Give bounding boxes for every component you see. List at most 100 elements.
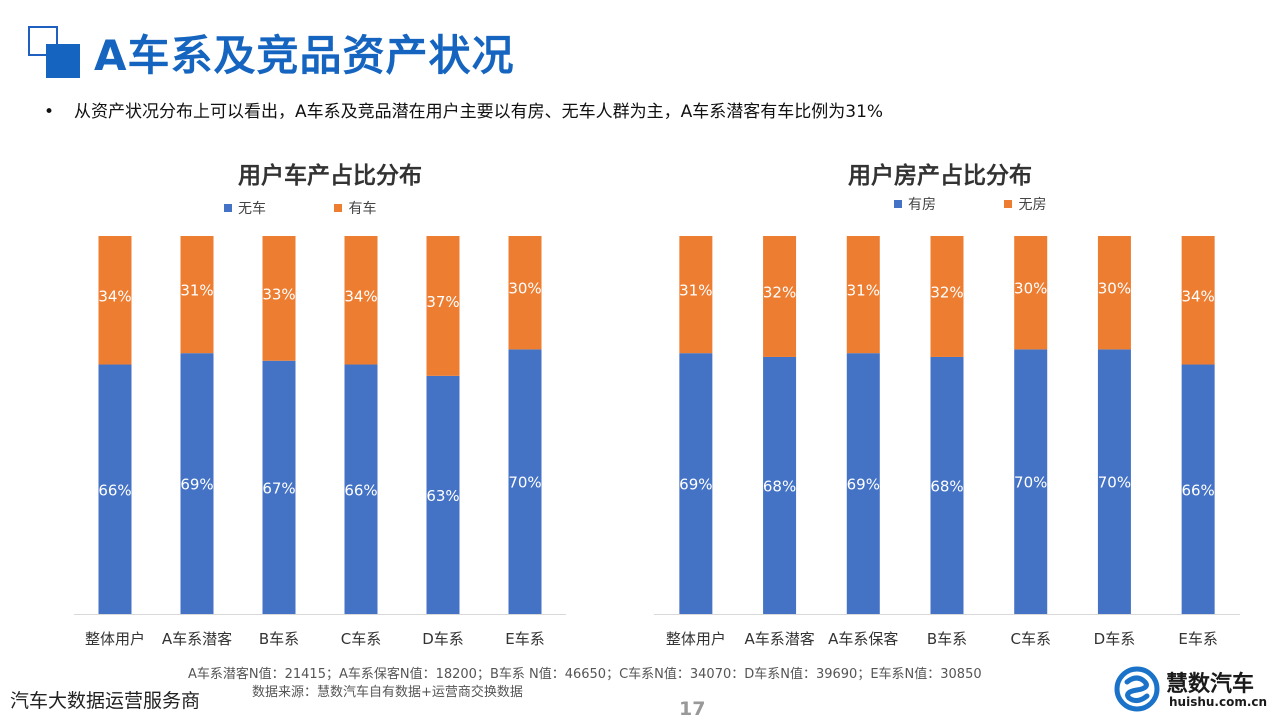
bar-segment: [426, 375, 460, 614]
logo-url: huishu.com.cn: [1169, 695, 1268, 709]
legend-item-has-house: 有房: [894, 194, 936, 214]
legend-swatch-orange: [334, 204, 343, 212]
bar-segment: [262, 236, 296, 361]
data-source-note: 数据来源：慧数汽车自有数据+运营商交换数据: [252, 685, 523, 700]
category-tick-label: A车系保客: [828, 630, 898, 648]
legend-label-no-house: 无房: [1018, 197, 1047, 213]
car-ownership-chart: 用户车产占比分布 无车 有车 66% 34% 整体用户 69% 31% A车系潜客 67% 3…: [60, 150, 600, 660]
bar-data-label: 37%: [426, 293, 459, 311]
bar-data-label: 68%: [763, 477, 796, 495]
category-tick-label: 整体用户: [666, 630, 726, 648]
legend-label-has-car: 有车: [348, 201, 377, 217]
car-chart-plot: 66% 34% 整体用户 69% 31% A车系潜客 67% 33% B车系 66% 34% C车系 6…: [74, 236, 566, 648]
category-tick-label: C车系: [1010, 630, 1050, 648]
category-tick-label: D车系: [422, 630, 464, 648]
legend-label-has-house: 有房: [908, 197, 936, 213]
bar-segment: [180, 353, 214, 614]
bar-data-label: 67%: [262, 479, 295, 497]
house-ownership-chart: 用户房产占比分布 有房 无房 69% 31% 整体用户 68% 32% A车系潜客 69% 3…: [640, 150, 1240, 660]
bar-segment: [180, 236, 214, 354]
car-chart-title: 用户车产占比分布: [238, 163, 422, 189]
car-chart-legend: 无车 有车: [224, 198, 440, 218]
bar-segment: [1181, 364, 1215, 614]
bar-data-label: 70%: [508, 474, 541, 492]
legend-item-has-car: 有车: [334, 198, 376, 218]
bar-data-label: 30%: [1014, 280, 1047, 298]
bar-data-label: 34%: [98, 287, 131, 305]
category-tick-label: D车系: [1094, 630, 1136, 648]
sample-size-note: A车系潜客N值：21415；A车系保客N值：18200；B车系 N值：46650…: [188, 667, 982, 682]
bar-data-label: 34%: [1181, 287, 1214, 305]
legend-swatch-blue: [224, 204, 232, 212]
bar-data-label: 68%: [930, 477, 963, 495]
bar-data-label: 31%: [847, 282, 880, 300]
bar-data-label: 31%: [180, 282, 213, 300]
bar-segment: [846, 353, 880, 614]
bar-data-label: 30%: [1098, 280, 1131, 298]
bar-data-label: 33%: [262, 285, 295, 303]
bar-data-label: 32%: [763, 283, 796, 301]
legend-label-no-car: 无车: [238, 201, 266, 217]
legend-swatch-blue: [894, 200, 902, 208]
bar-segment: [262, 360, 296, 614]
bar-segment: [426, 236, 460, 376]
huishu-logo: 慧数汽车 huishu.com.cn: [1114, 664, 1274, 714]
bar-segment: [508, 236, 542, 350]
house-chart-legend: 有房 无房: [894, 194, 1110, 214]
category-tick-label: E车系: [505, 630, 544, 648]
category-tick-label: C车系: [341, 630, 381, 648]
category-tick-label: E车系: [1178, 630, 1217, 648]
bar-segment: [344, 364, 378, 614]
bar-segment: [1097, 236, 1131, 350]
bar-data-label: 66%: [98, 481, 131, 499]
legend-item-no-house: 无房: [1004, 194, 1046, 214]
bar-segment: [846, 236, 880, 354]
bar-data-label: 69%: [180, 476, 213, 494]
bar-data-label: 69%: [847, 476, 880, 494]
category-tick-label: B车系: [259, 630, 299, 648]
bar-segment: [930, 356, 964, 614]
bar-data-label: 32%: [930, 283, 963, 301]
bar-segment: [679, 236, 713, 354]
bar-segment: [1014, 349, 1048, 614]
bar-data-label: 70%: [1014, 474, 1047, 492]
bar-segment: [1181, 236, 1215, 365]
bar-segment: [763, 356, 797, 614]
bar-data-label: 69%: [679, 476, 712, 494]
bar-data-label: 30%: [508, 280, 541, 298]
category-tick-label: A车系潜客: [162, 630, 232, 648]
bar-data-label: 31%: [679, 282, 712, 300]
bar-segment: [1014, 236, 1048, 350]
bar-data-label: 66%: [1181, 481, 1214, 499]
bullet-dot-icon: •: [44, 102, 55, 122]
company-tagline: 汽车大数据运营服务商: [10, 690, 201, 712]
bar-segment: [508, 349, 542, 614]
bar-segment: [1097, 349, 1131, 614]
logo-name: 慧数汽车: [1166, 672, 1255, 697]
category-tick-label: B车系: [927, 630, 967, 648]
house-chart-title: 用户房产占比分布: [848, 163, 1032, 189]
bar-segment: [930, 236, 964, 357]
bar-segment: [98, 236, 132, 365]
title-deco-fill: [46, 44, 80, 78]
bar-segment: [344, 236, 378, 365]
bar-data-label: 70%: [1098, 474, 1131, 492]
house-chart-plot: 69% 31% 整体用户 68% 32% A车系潜客 69% 31% A车系保客 68% 32% B车…: [654, 236, 1240, 648]
summary-text: 从资产状况分布上可以看出，A车系及竞品潜在用户主要以有房、无车人群为主，A车系潜…: [74, 102, 884, 122]
title-deco-outline: [28, 26, 58, 56]
bar-data-label: 63%: [426, 487, 459, 505]
huishu-logo-icon: [1114, 666, 1160, 712]
category-tick-label: A车系潜客: [744, 630, 814, 648]
page-title: A车系及竞品资产状况: [94, 31, 515, 80]
bar-data-label: 66%: [344, 481, 377, 499]
legend-swatch-orange: [1004, 200, 1013, 208]
category-tick-label: 整体用户: [85, 630, 145, 648]
legend-item-no-car: 无车: [224, 198, 266, 218]
bar-segment: [679, 353, 713, 614]
summary-bullet: • 从资产状况分布上可以看出，A车系及竞品潜在用户主要以有房、无车人群为主，A车系…: [44, 97, 883, 122]
bar-data-label: 34%: [344, 287, 377, 305]
bar-segment: [98, 364, 132, 614]
title-decoration: [28, 26, 84, 82]
bar-segment: [763, 236, 797, 357]
page-number: 17: [679, 698, 706, 720]
